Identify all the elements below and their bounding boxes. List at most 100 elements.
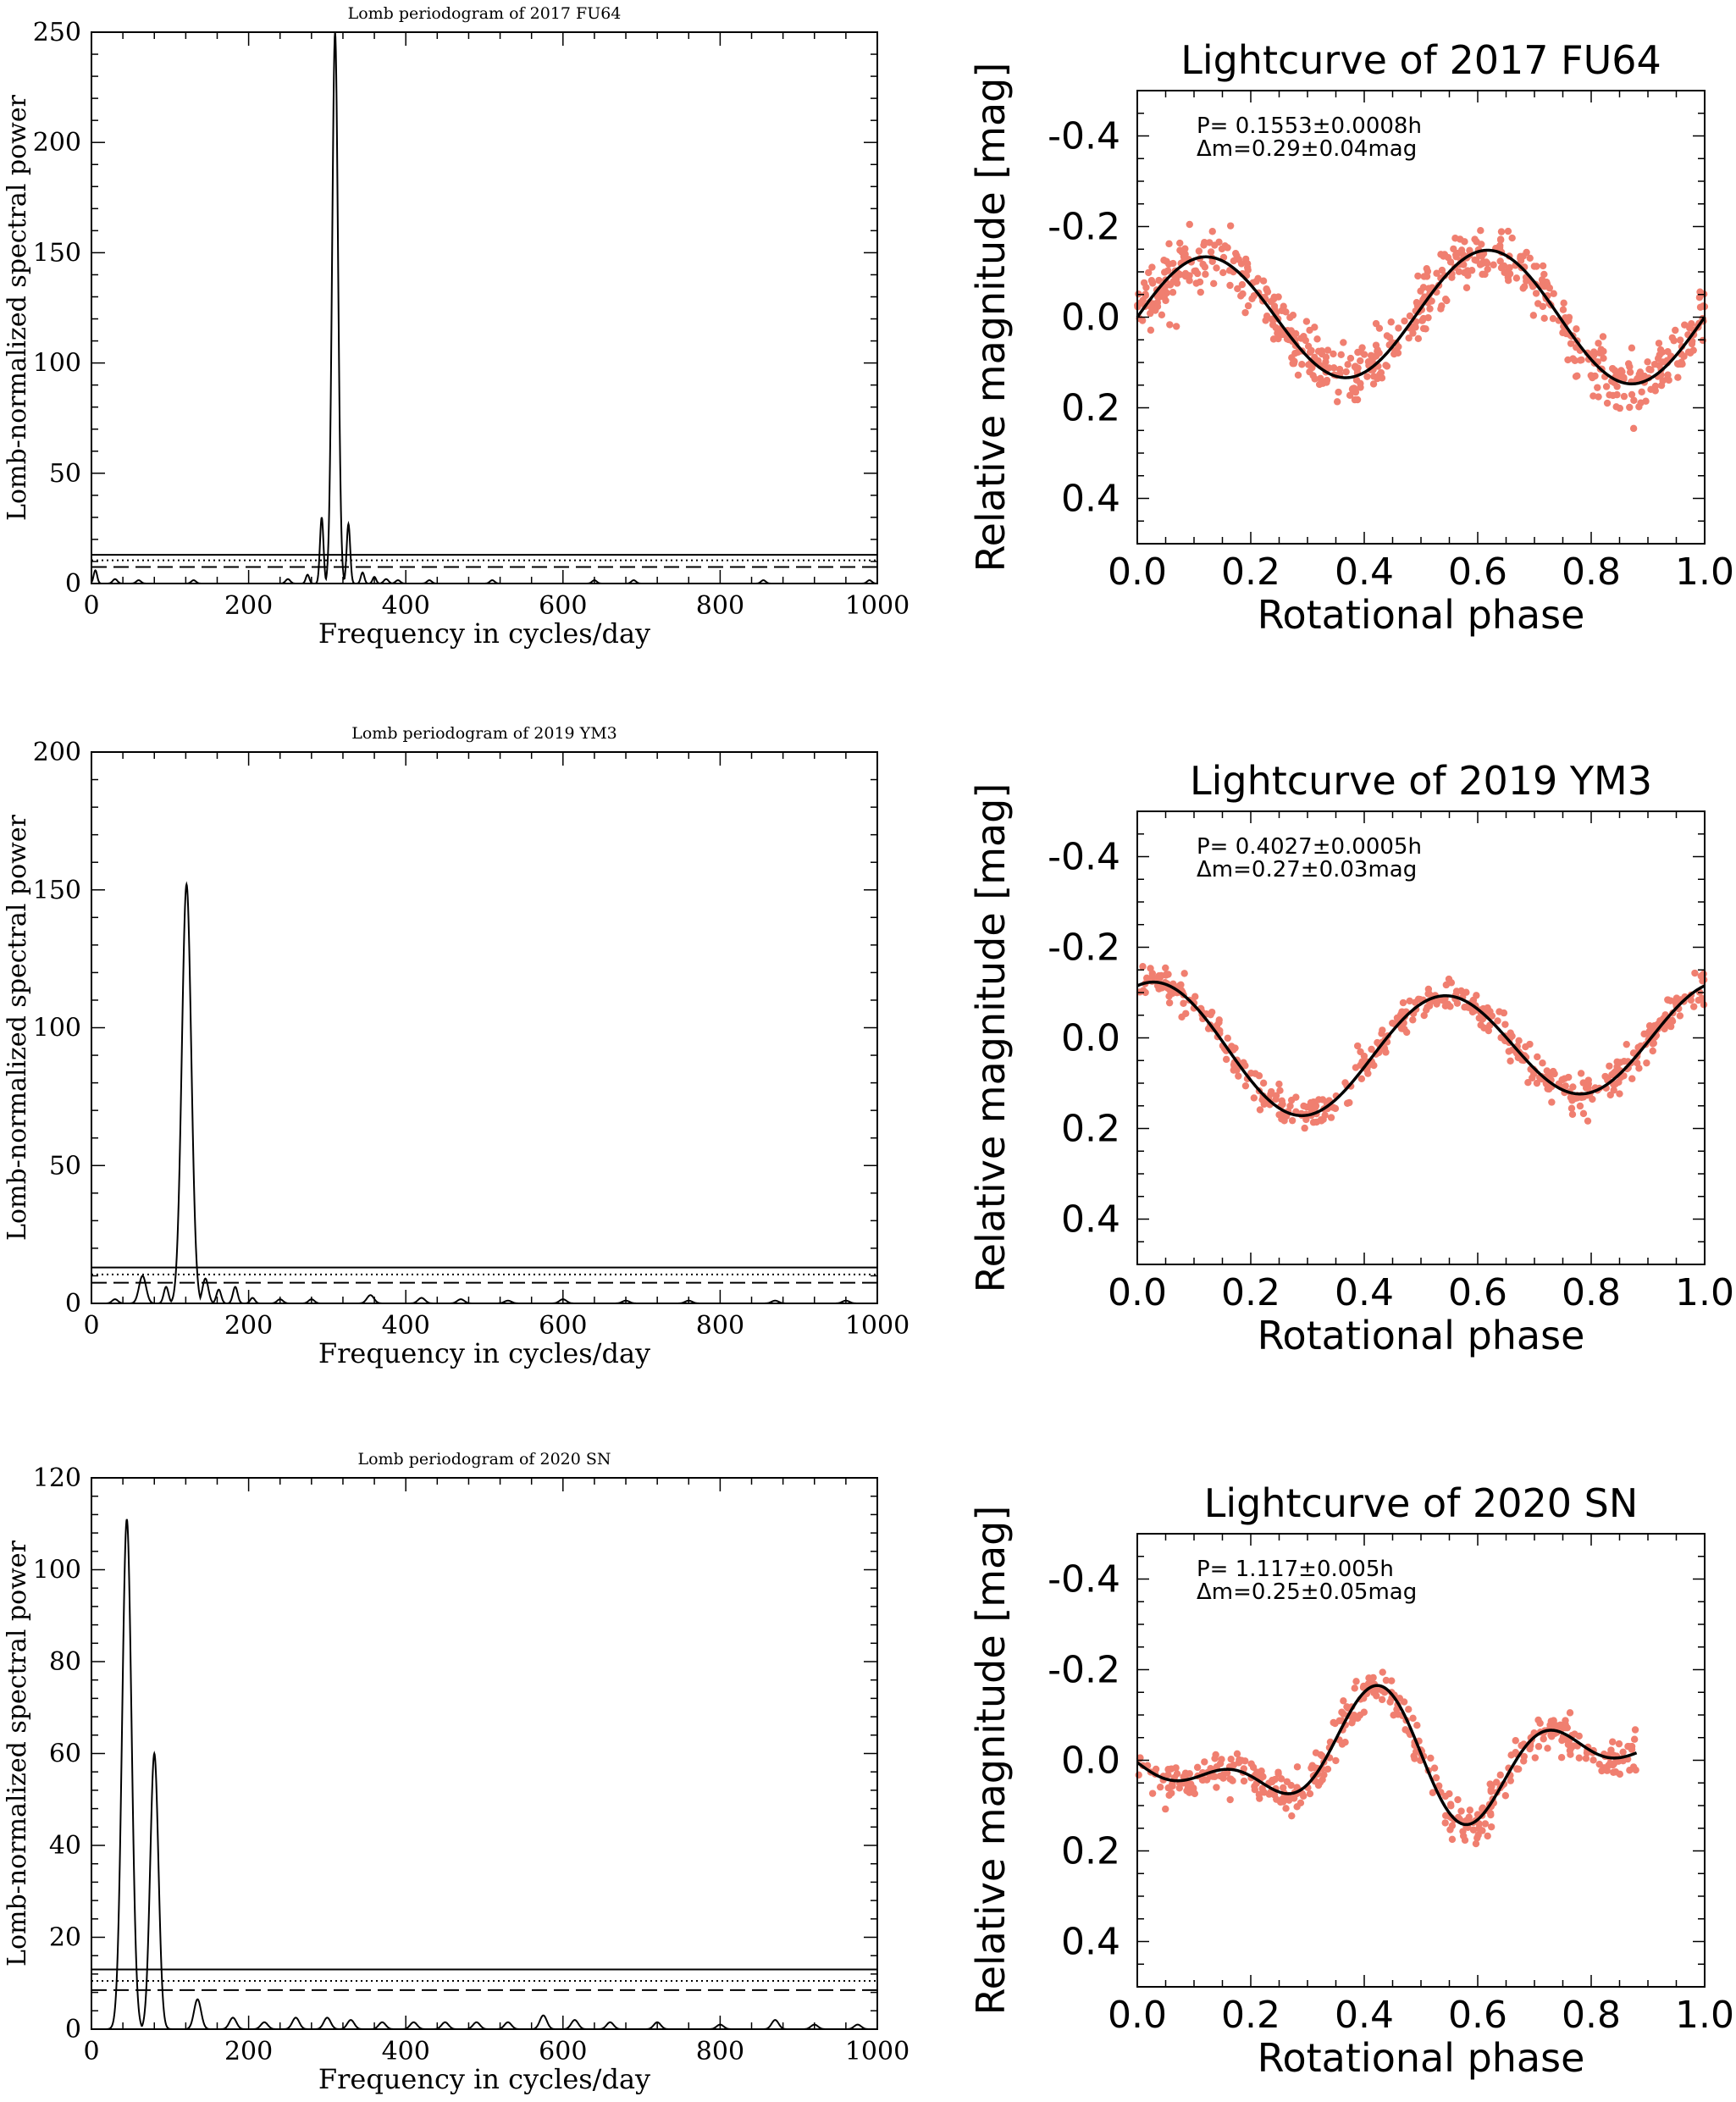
data-point (1396, 1695, 1404, 1702)
data-point (1258, 1096, 1266, 1104)
data-point (1254, 1771, 1262, 1779)
data-point (1288, 1812, 1296, 1820)
x-tick-label: 0.6 (1448, 1994, 1507, 2037)
data-point (1351, 1684, 1358, 1692)
data-point (1237, 260, 1246, 268)
data-point (1160, 257, 1168, 264)
x-tick-label: 0.8 (1562, 550, 1621, 594)
x-tick-label: 400 (382, 1311, 430, 1341)
data-point (1327, 1114, 1335, 1121)
data-point (1240, 1777, 1248, 1785)
data-point (1558, 1076, 1566, 1084)
data-point (1259, 277, 1268, 285)
data-point (1211, 1755, 1219, 1762)
x-tick-label: 0.8 (1562, 1994, 1621, 2037)
y-tick-label: 0.0 (1061, 296, 1120, 340)
x-tick-label: 0.2 (1221, 550, 1280, 594)
data-point (1598, 1767, 1606, 1775)
data-point (1496, 241, 1504, 250)
data-point (1540, 1735, 1547, 1743)
data-point (1237, 1756, 1246, 1764)
data-point (1661, 1025, 1668, 1033)
data-point (1414, 995, 1423, 1004)
annotation-amplitude: Δm=0.29±0.04mag (1197, 136, 1417, 162)
data-point (1573, 325, 1580, 333)
data-point (1256, 1106, 1264, 1114)
data-point (1307, 1098, 1315, 1107)
x-axis-label: Rotational phase (1258, 2035, 1585, 2081)
data-point (1369, 1673, 1377, 1682)
data-point (1357, 1061, 1364, 1069)
y-axis-label: Relative magnitude [mag] (968, 63, 1014, 573)
data-point (1293, 1803, 1301, 1811)
y-tick-label: 0.4 (1061, 1198, 1120, 1242)
data-point (1475, 252, 1484, 259)
data-point (1313, 335, 1321, 343)
data-point (1147, 276, 1156, 285)
data-point (1226, 1795, 1234, 1804)
x-tick-label: 0.4 (1335, 1994, 1394, 2037)
x-tick-label: 800 (696, 1311, 744, 1341)
data-point (1166, 321, 1174, 329)
data-point (1342, 368, 1350, 376)
data-point (1451, 235, 1459, 242)
x-tick-label: 0.2 (1221, 1271, 1280, 1314)
data-point (1579, 1109, 1588, 1118)
data-point (1490, 261, 1497, 268)
y-axis-label: Lomb-normalized spectral power (3, 94, 32, 521)
data-point (1606, 1062, 1613, 1070)
data-point (1444, 1000, 1452, 1008)
data-point (1262, 317, 1269, 324)
data-point (1169, 1782, 1176, 1790)
data-point (1595, 393, 1602, 401)
data-point (1560, 299, 1567, 307)
data-point (1521, 283, 1529, 290)
data-point (1501, 1792, 1510, 1800)
data-point (1206, 239, 1214, 246)
data-point (1353, 396, 1362, 404)
x-tick-label: 0.6 (1448, 1271, 1507, 1314)
data-point (1515, 1037, 1523, 1045)
data-point (1301, 1124, 1308, 1132)
x-tick-label: 0.4 (1335, 1271, 1394, 1314)
y-tick-label: -0.4 (1048, 836, 1120, 879)
data-point (1615, 1740, 1623, 1748)
data-point (1196, 278, 1204, 286)
data-point (1275, 1080, 1283, 1088)
data-point (1335, 388, 1342, 396)
data-point (1626, 368, 1634, 376)
data-point (1446, 1789, 1453, 1798)
data-point (1173, 279, 1181, 287)
data-point (1522, 1043, 1529, 1051)
data-point (1565, 313, 1573, 321)
data-point (1344, 361, 1352, 368)
y-tick-label: 0.0 (1061, 1740, 1120, 1783)
data-point (1374, 374, 1381, 383)
data-point (1462, 988, 1470, 996)
data-point (1414, 335, 1423, 343)
data-point (1346, 1098, 1353, 1107)
data-point (1595, 340, 1602, 347)
x-tick-label: 0 (83, 591, 99, 621)
data-point (1286, 313, 1294, 322)
data-point (1164, 1766, 1172, 1773)
data-point (1623, 1040, 1630, 1048)
data-point (1201, 1758, 1208, 1766)
data-point (1165, 1791, 1173, 1799)
data-point (1507, 1057, 1514, 1065)
periodogram-panel-1: 0 200 400 600 800 1000 0 50 100 150 200 250 Lomb per… (3, 4, 909, 650)
data-point (1250, 291, 1258, 300)
data-point (1323, 376, 1331, 384)
data-point (1390, 1711, 1397, 1719)
y-tick-label: 0.2 (1061, 387, 1120, 430)
data-point (1576, 1102, 1584, 1110)
data-point (1526, 254, 1534, 262)
data-point (1602, 383, 1611, 390)
data-point (1202, 270, 1209, 279)
data-point (1649, 1047, 1656, 1055)
data-point (1455, 268, 1463, 275)
data-point (1569, 355, 1577, 362)
x-tick-label: 400 (382, 591, 430, 621)
data-point (1504, 277, 1512, 285)
data-point (1357, 357, 1364, 365)
